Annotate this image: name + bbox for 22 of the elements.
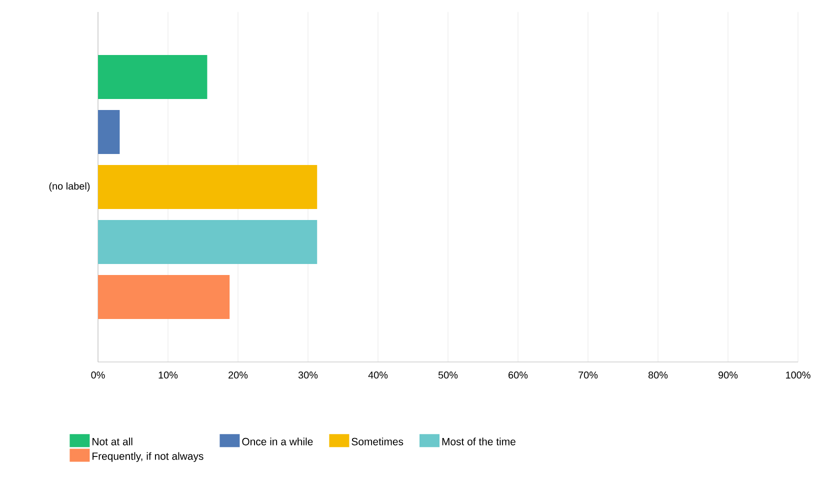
x-tick-label: 70%	[578, 372, 598, 379]
bar	[98, 220, 318, 264]
legend-label: Sometimes	[352, 438, 404, 446]
y-tick-label: (no label)	[49, 182, 90, 192]
x-tick-label: 40%	[368, 372, 388, 379]
legend-label: Frequently, if not always	[92, 452, 204, 462]
legend-label: Once in a while	[242, 438, 313, 446]
x-tick-label: 50%	[438, 372, 458, 379]
legend-label: Not at all	[92, 438, 132, 446]
x-tick-label: 10%	[158, 372, 178, 379]
bar	[98, 274, 230, 319]
x-tick-label: 90%	[718, 372, 738, 379]
x-tick-label: 80%	[648, 372, 668, 379]
bar	[98, 110, 120, 154]
x-tick-label: 60%	[508, 372, 528, 379]
bar	[98, 164, 318, 209]
x-tick-label: 0%	[91, 372, 105, 379]
x-tick-label: 100%	[786, 372, 810, 379]
x-tick-label: 20%	[228, 372, 248, 379]
bar	[98, 54, 208, 99]
x-tick-label: 30%	[298, 372, 318, 379]
legend-label: Most of the time	[442, 438, 516, 446]
